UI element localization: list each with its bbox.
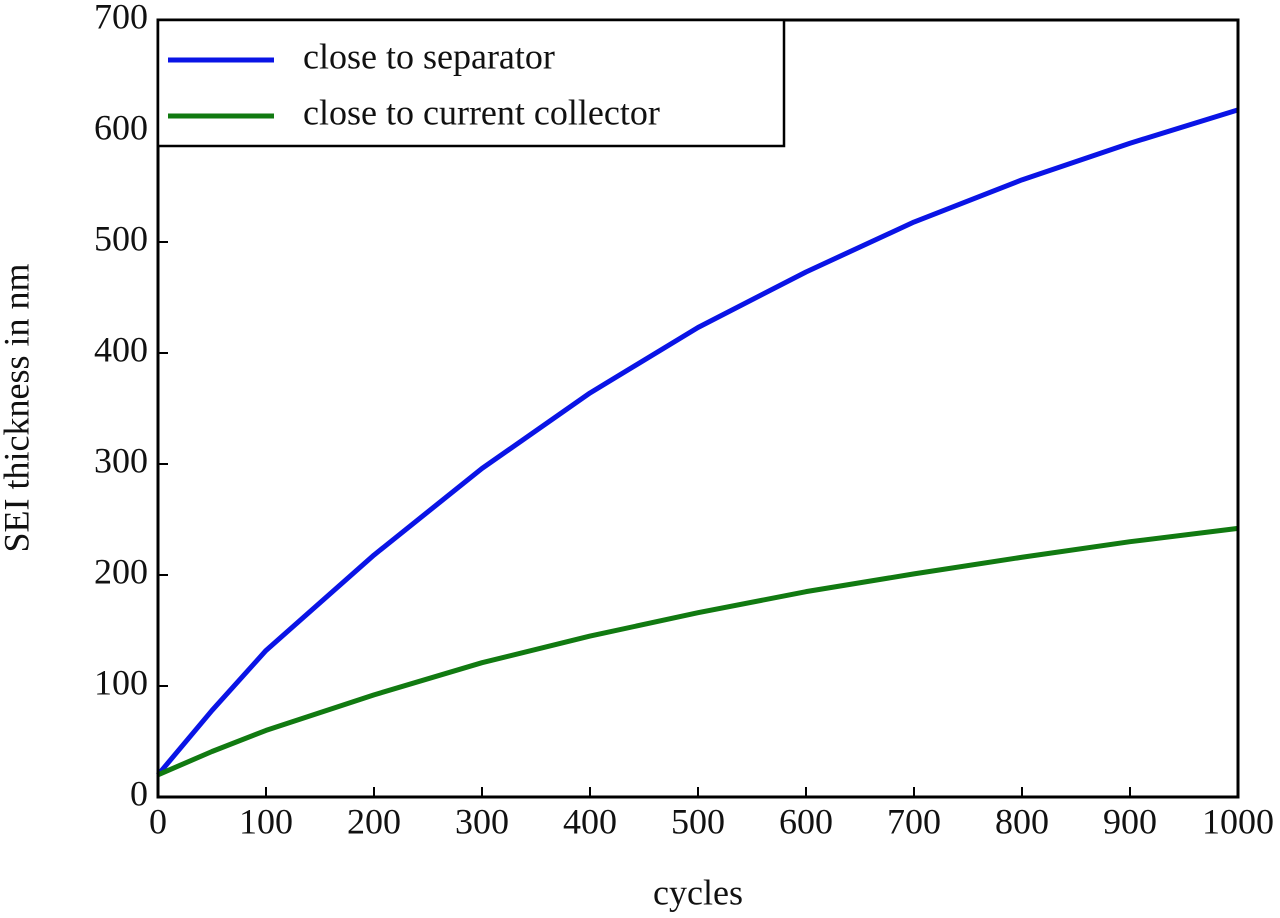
y-tick-label: 0 (130, 773, 148, 813)
y-tick-label: 600 (94, 107, 148, 147)
y-tick-label: 200 (94, 551, 148, 591)
y-tick-label: 400 (94, 329, 148, 369)
x-tick-label: 500 (671, 801, 725, 841)
x-tick-label: 1000 (1202, 801, 1274, 841)
x-tick-label: 800 (995, 801, 1049, 841)
x-tick-label: 300 (455, 801, 509, 841)
x-axis-label: cycles (653, 872, 743, 912)
y-tick-label: 100 (94, 662, 148, 702)
y-axis-label: SEI thickness in nm (0, 264, 36, 553)
x-tick-label: 700 (887, 801, 941, 841)
x-tick-label: 0 (149, 801, 167, 841)
x-tick-label: 900 (1103, 801, 1157, 841)
y-tick-label: 300 (94, 440, 148, 480)
x-tick-label: 600 (779, 801, 833, 841)
y-tick-label: 700 (94, 0, 148, 36)
legend-label: close to separator (303, 36, 555, 76)
x-tick-label: 200 (347, 801, 401, 841)
series-line (156, 107, 1239, 777)
legend-box (156, 18, 786, 148)
legend-label: close to current collector (303, 92, 660, 132)
x-tick-label: 100 (239, 801, 293, 841)
x-tick-label: 400 (563, 801, 617, 841)
y-tick-label: 500 (94, 218, 148, 258)
series-line (157, 525, 1239, 778)
